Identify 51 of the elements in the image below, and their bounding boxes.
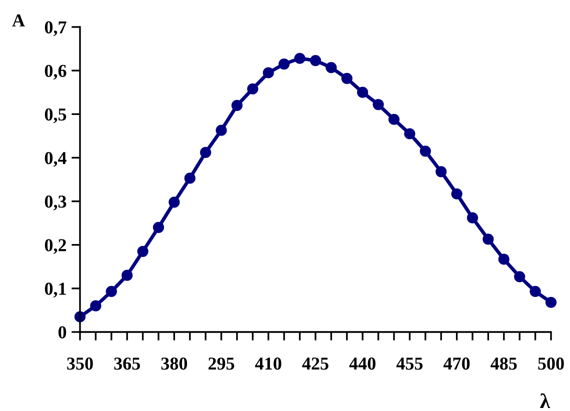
point — [278, 58, 290, 70]
point — [294, 52, 306, 64]
point — [498, 254, 510, 265]
point — [451, 188, 462, 200]
point — [404, 128, 416, 140]
x-tick-label: 350 — [67, 358, 93, 370]
x-tick-label: 380 — [161, 358, 188, 370]
y-tick-label: 0,5 — [44, 108, 66, 124]
point — [90, 300, 102, 312]
point — [310, 54, 322, 66]
x-tick-label: 455 — [396, 358, 423, 370]
y-tick-label: 0,1 — [44, 282, 66, 298]
y-tick-label: 0 — [58, 326, 66, 338]
point — [372, 99, 384, 110]
point — [514, 271, 526, 282]
y-tick-label: 0,7 — [44, 21, 66, 36]
x-tick-label: 500 — [538, 358, 564, 370]
point — [247, 83, 258, 94]
point — [326, 62, 337, 74]
point — [184, 172, 196, 184]
point — [200, 146, 212, 158]
point — [357, 86, 368, 98]
point — [168, 196, 180, 208]
x-tick-label: 425 — [302, 358, 328, 370]
y-tick-label: 0,4 — [44, 152, 66, 167]
y-tick-label: 0,6 — [44, 64, 66, 80]
y-tick-label: 0,3 — [44, 196, 66, 210]
x-axis-title: λ — [540, 393, 550, 408]
point — [436, 166, 447, 178]
point — [216, 124, 227, 136]
point — [420, 146, 431, 157]
x-tick-label: 470 — [444, 358, 470, 370]
y-axis-title: A — [12, 14, 25, 26]
point — [545, 296, 557, 308]
point — [106, 286, 117, 298]
point — [262, 67, 274, 78]
x-tick-label: 365 — [114, 358, 140, 370]
x-tick-label: 440 — [349, 358, 376, 370]
point — [122, 270, 133, 281]
y-tick-label: 0,2 — [44, 239, 66, 254]
point — [231, 100, 243, 111]
point — [341, 72, 352, 84]
point — [152, 222, 164, 233]
point — [388, 114, 400, 125]
x-tick-label: 485 — [490, 358, 517, 370]
point — [530, 286, 541, 298]
point — [466, 212, 478, 224]
x-tick-label: 295 — [208, 358, 234, 370]
point — [482, 234, 494, 245]
point — [137, 246, 148, 257]
x-tick-label: 410 — [255, 358, 282, 370]
